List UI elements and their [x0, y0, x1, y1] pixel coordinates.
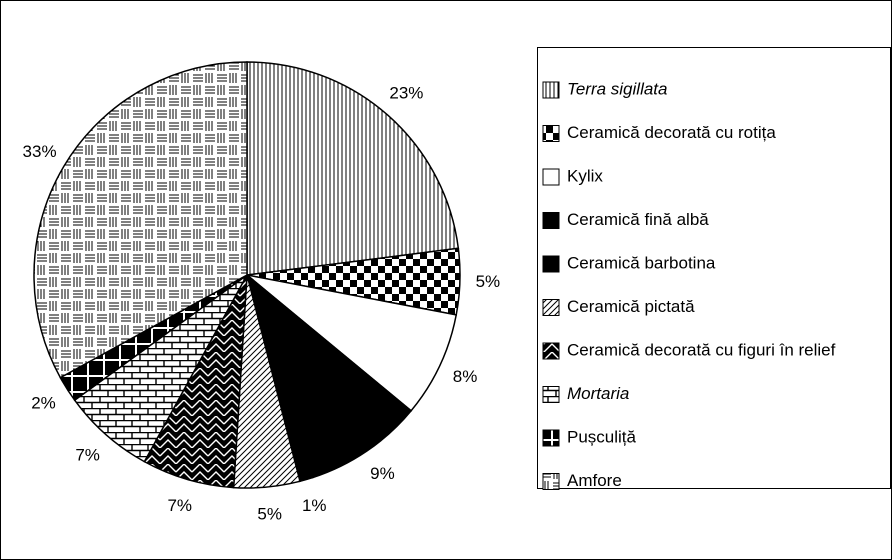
- data-label: 8%: [453, 367, 478, 386]
- data-label: 9%: [370, 464, 395, 483]
- data-label: 7%: [167, 496, 192, 515]
- legend-label: Ceramică decorată cu figuri în relief: [567, 340, 836, 359]
- legend-swatch: [542, 299, 560, 316]
- data-label: 2%: [31, 394, 56, 413]
- legend-swatch: [542, 342, 560, 360]
- legend-label: Amfore: [567, 471, 622, 490]
- legend-swatch: [542, 429, 560, 447]
- legend-swatch: [542, 81, 560, 99]
- legend-label: Ceramică decorată cu rotița: [567, 123, 776, 142]
- legend-box: [537, 47, 891, 489]
- pie-slice: [246, 61, 460, 276]
- data-label: 7%: [75, 445, 100, 464]
- legend-label: Mortaria: [567, 384, 629, 403]
- legend-swatch: [542, 168, 560, 186]
- legend-label: Kylix: [567, 166, 603, 185]
- pie-slice: [245, 272, 413, 479]
- legend-swatch: [542, 386, 560, 403]
- legend-label: Pușculiță: [567, 427, 637, 446]
- legend-swatch: [542, 125, 560, 142]
- pie-slice: [246, 274, 458, 412]
- data-label: 5%: [476, 272, 501, 291]
- legend-swatch: [542, 473, 560, 490]
- legend-label: Ceramică barbotina: [567, 253, 716, 272]
- legend-swatch: [542, 255, 560, 273]
- legend-label: Terra sigillata: [567, 79, 667, 98]
- pie-slice: [33, 61, 248, 379]
- legend-label: Ceramică fină albă: [567, 210, 709, 229]
- data-label: 1%: [302, 496, 327, 515]
- legend-swatch: [542, 212, 560, 229]
- data-label: 5%: [257, 504, 282, 523]
- legend-label: Ceramică pictată: [567, 297, 695, 316]
- data-label: 33%: [23, 142, 57, 161]
- data-label: 23%: [389, 84, 423, 103]
